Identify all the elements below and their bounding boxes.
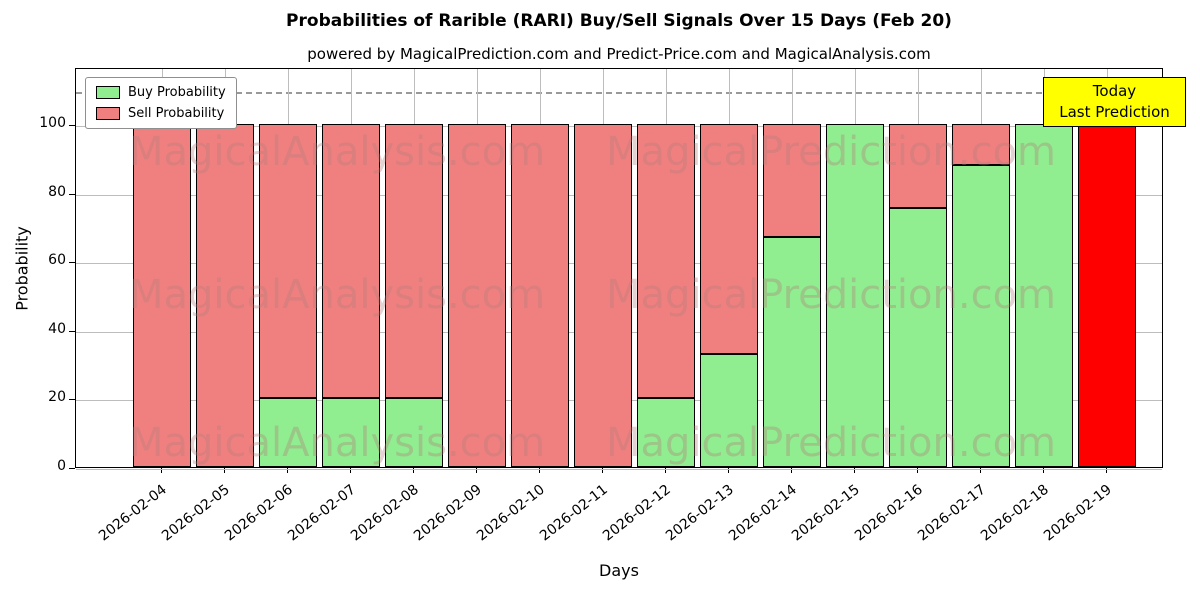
y-axis-label: Probability (12, 226, 32, 311)
bar-sell-segment (574, 123, 632, 467)
x-tick-mark (413, 468, 414, 473)
upper-dashed-line (76, 91, 1162, 94)
y-tick-label: 80 (48, 183, 66, 200)
bar-buy-segment (637, 398, 695, 467)
y-tick-mark (69, 330, 75, 332)
legend-label-buy: Buy Probability (128, 85, 226, 100)
bar-buy-segment (826, 123, 884, 467)
bar-buy-segment (385, 398, 443, 467)
x-tick-mark (665, 468, 666, 473)
bar-sell-segment (511, 123, 569, 467)
x-tick-mark (980, 468, 981, 473)
watermark-text: MagicalPrediction.com (606, 129, 1056, 175)
sell-probability-swatch (96, 107, 120, 120)
legend-item-sell: Sell Probability (96, 106, 226, 121)
bar-buy-segment (763, 237, 821, 467)
today-annotation-box: Today Last Prediction (1043, 77, 1186, 127)
bar-today-prediction (1078, 123, 1136, 467)
bar-buy-segment (322, 398, 380, 467)
x-tick-mark (728, 468, 729, 473)
today-annotation-line1: Today (1092, 82, 1137, 100)
legend-item-buy: Buy Probability (96, 85, 226, 100)
bar-sell-segment (448, 123, 506, 467)
bar-sell-segment (637, 123, 695, 399)
bar-buy-segment (889, 208, 947, 467)
x-tick-mark (854, 468, 855, 473)
y-tick-mark (69, 399, 75, 401)
x-tick-mark (791, 468, 792, 473)
bar-sell-segment (322, 123, 380, 399)
bar-buy-segment (1015, 123, 1073, 467)
x-tick-mark (161, 468, 162, 473)
watermark-text: MagicalAnalysis.com (129, 129, 546, 175)
x-tick-mark (1043, 468, 1044, 473)
x-tick-mark (476, 468, 477, 473)
bar-sell-segment (763, 123, 821, 238)
bar-sell-segment (196, 123, 254, 467)
y-tick-label: 20 (48, 389, 66, 406)
y-tick-label: 60 (48, 252, 66, 269)
legend-label-sell: Sell Probability (128, 106, 225, 121)
x-tick-mark (350, 468, 351, 473)
y-tick-mark (69, 193, 75, 195)
y-tick-label: 0 (57, 458, 66, 474)
y-tick-label: 40 (48, 320, 66, 337)
y-gridline (76, 469, 1162, 470)
today-annotation-line2: Last Prediction (1059, 103, 1170, 121)
bar-buy-segment (700, 353, 758, 467)
x-tick-mark (1106, 468, 1107, 473)
chart-title: Probabilities of Rarible (RARI) Buy/Sell… (286, 11, 952, 31)
bar-sell-segment (259, 123, 317, 399)
bar-sell-segment (700, 123, 758, 354)
x-tick-mark (539, 468, 540, 473)
x-tick-mark (224, 468, 225, 473)
watermark-text: MagicalAnalysis.com (129, 272, 546, 318)
bar-sell-segment (889, 123, 947, 208)
x-tick-mark (917, 468, 918, 473)
y-tick-mark (69, 262, 75, 264)
legend: Buy Probability Sell Probability (85, 77, 237, 129)
x-tick-mark (602, 468, 603, 473)
x-axis-label: Days (599, 561, 639, 580)
watermark-text: MagicalPrediction.com (606, 272, 1056, 318)
y-tick-mark (69, 468, 75, 469)
watermark-text: MagicalAnalysis.com (129, 420, 546, 466)
watermark-text: MagicalPrediction.com (606, 420, 1056, 466)
plot-area: MagicalAnalysis.com MagicalPrediction.com… (75, 68, 1163, 470)
x-tick-mark (287, 468, 288, 473)
bar-sell-segment (385, 123, 443, 399)
y-tick-mark (69, 124, 75, 126)
buy-probability-swatch (96, 86, 120, 99)
bar-buy-segment (259, 398, 317, 467)
bar-sell-segment (952, 123, 1010, 166)
chart-subtitle: powered by MagicalPrediction.com and Pre… (307, 45, 931, 63)
y-tick-label: 100 (39, 114, 66, 131)
bar-buy-segment (952, 165, 1010, 467)
